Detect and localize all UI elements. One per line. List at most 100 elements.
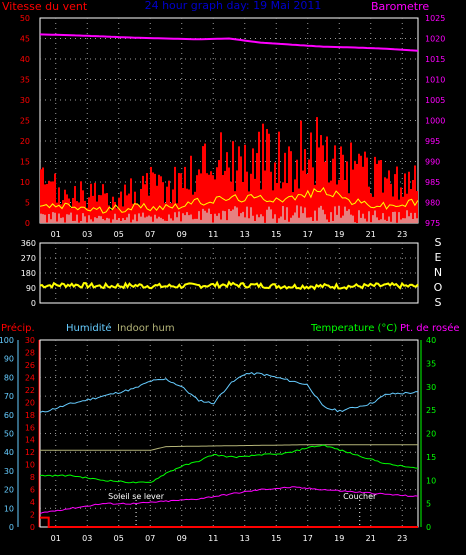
- precip-tick-label: 30: [25, 336, 35, 345]
- wind-tick-label: 20: [20, 137, 30, 146]
- barometer-tick-label: 975: [425, 219, 440, 228]
- direction-plot-frame: [39, 242, 419, 304]
- precip-tick-label: 4: [30, 498, 35, 507]
- humidity-tick-label: 80: [4, 373, 14, 382]
- sun-annotations: Soleil se lever Coucher: [108, 492, 377, 527]
- wind-tick-label: 5: [25, 199, 30, 208]
- humidity-tick-label: 100: [0, 336, 14, 345]
- barometer-tick-label: 1010: [425, 76, 445, 85]
- wind-lines: [39, 33, 419, 214]
- temp-x-tick-label: 19: [334, 534, 344, 543]
- barometer-axis-label: Barometre: [371, 0, 429, 13]
- wind-tick-label: 10: [20, 178, 30, 187]
- direction-tick-label: 270: [21, 254, 36, 263]
- wind-x-tick-label: 13: [240, 230, 250, 239]
- wind-barometer-panel: 24 hour graph day: 19 Mai 2011 Vitesse d…: [2, 0, 445, 239]
- wind-tick-label: 15: [20, 158, 30, 167]
- barometer-tick-label: 990: [425, 158, 440, 167]
- temp-tick-label: 15: [426, 453, 436, 462]
- wind-x-tick-label: 21: [366, 230, 376, 239]
- barometer-tick-label: 1000: [425, 117, 445, 126]
- temp-tick-label: 5: [426, 500, 431, 509]
- temp-tick-label: 35: [426, 359, 436, 368]
- humidity-tick-label: 90: [4, 355, 14, 364]
- precip-tick-label: 20: [25, 398, 35, 407]
- humidity-tick-label: 0: [9, 523, 14, 532]
- wind-average-line: [39, 186, 419, 214]
- series-line: [39, 486, 419, 515]
- barometer-tick-label: 1005: [425, 96, 445, 105]
- precip-tick-label: 12: [25, 448, 35, 457]
- humidity-tick-labels: 0 10 20 30 40 50 60 70 80 90 100: [0, 336, 14, 532]
- temp-tick-labels: 0 5 10 15 20 25 30 35 40: [426, 336, 436, 532]
- wind-tick-label: 35: [20, 76, 30, 85]
- humidity-tick-label: 20: [4, 486, 14, 495]
- humidity-tick-label: 10: [4, 504, 14, 513]
- wind-gust-bars: [40, 117, 418, 223]
- wind-x-tick-label: 11: [208, 230, 218, 239]
- wind-x-tick-label: 03: [82, 230, 92, 239]
- wind-direction-line: [39, 280, 419, 291]
- series-line: [39, 372, 419, 414]
- sun-annotation-label: Coucher: [343, 492, 377, 501]
- direction-lines: [39, 280, 419, 291]
- compass-letter: S: [435, 236, 442, 249]
- temperature-label: Temperature (°C): [310, 323, 397, 334]
- barometer-tick-label: 1020: [425, 35, 445, 44]
- series-line: [39, 444, 419, 484]
- humidity-tick-label: 40: [4, 448, 14, 457]
- temp-lines: [39, 372, 419, 528]
- humidity-label: Humidité: [66, 322, 112, 334]
- precip-label: Précip.: [1, 322, 35, 334]
- wind-tick-label: 25: [20, 117, 30, 126]
- wind-x-tick-label: 07: [145, 230, 155, 239]
- direction-grid: [40, 243, 418, 303]
- wind-x-tick-labels: 01 03 05 07 09 11 13 15 17 19 21 23: [51, 230, 408, 239]
- wind-tick-label: 45: [20, 35, 30, 44]
- temp-tick-label: 0: [426, 523, 431, 532]
- direction-tick-label: 90: [26, 284, 36, 293]
- temp-x-tick-labels: 01 03 05 07 09 11 13 15 17 19 21 23: [51, 534, 408, 543]
- precip-tick-label: 8: [30, 473, 35, 482]
- sun-annotation-label: Soleil se lever: [108, 492, 165, 501]
- temp-x-tick-label: 17: [303, 534, 313, 543]
- precip-tick-label: 6: [30, 486, 35, 495]
- direction-tick-label: 180: [21, 269, 36, 278]
- temp-x-tick-label: 15: [271, 534, 281, 543]
- series-line: [40, 444, 418, 451]
- temp-x-tick-label: 11: [208, 534, 218, 543]
- barometer-tick-label: 1015: [425, 55, 445, 64]
- wind-x-tick-label: 05: [114, 230, 124, 239]
- precip-tick-label: 16: [25, 423, 35, 432]
- temp-tick-label: 40: [426, 336, 436, 345]
- wind-axis-label: Vitesse du vent: [2, 0, 88, 13]
- direction-tick-labels: 0 90 180 270 360: [21, 239, 36, 308]
- temp-x-tick-label: 21: [366, 534, 376, 543]
- barometer-tick-label: 1025: [425, 14, 445, 23]
- wind-x-tick-label: 19: [334, 230, 344, 239]
- precip-tick-label: 22: [25, 386, 35, 395]
- wind-tick-label: 40: [20, 55, 30, 64]
- temp-x-tick-label: 13: [240, 534, 250, 543]
- compass-letter: E: [435, 251, 442, 264]
- indoor-hum-label: Indoor hum: [117, 323, 175, 334]
- precip-tick-label: 28: [25, 348, 35, 357]
- temp-humidity-panel: Précip. Humidité Indoor hum Temperature …: [0, 322, 460, 543]
- temp-tick-label: 25: [426, 406, 436, 415]
- barometer-tick-label: 980: [425, 199, 440, 208]
- humidity-tick-label: 70: [4, 392, 14, 401]
- precip-tick-label: 0: [30, 523, 35, 532]
- wind-x-tick-label: 01: [51, 230, 61, 239]
- barometer-tick-label: 995: [425, 137, 440, 146]
- humidity-tick-label: 50: [4, 430, 14, 439]
- wind-tick-label: 50: [20, 14, 30, 23]
- temp-x-tick-label: 23: [397, 534, 407, 543]
- temp-x-tick-label: 09: [177, 534, 187, 543]
- wind-x-tick-label: 17: [303, 230, 313, 239]
- precip-tick-label: 18: [25, 411, 35, 420]
- temp-x-tick-label: 03: [82, 534, 92, 543]
